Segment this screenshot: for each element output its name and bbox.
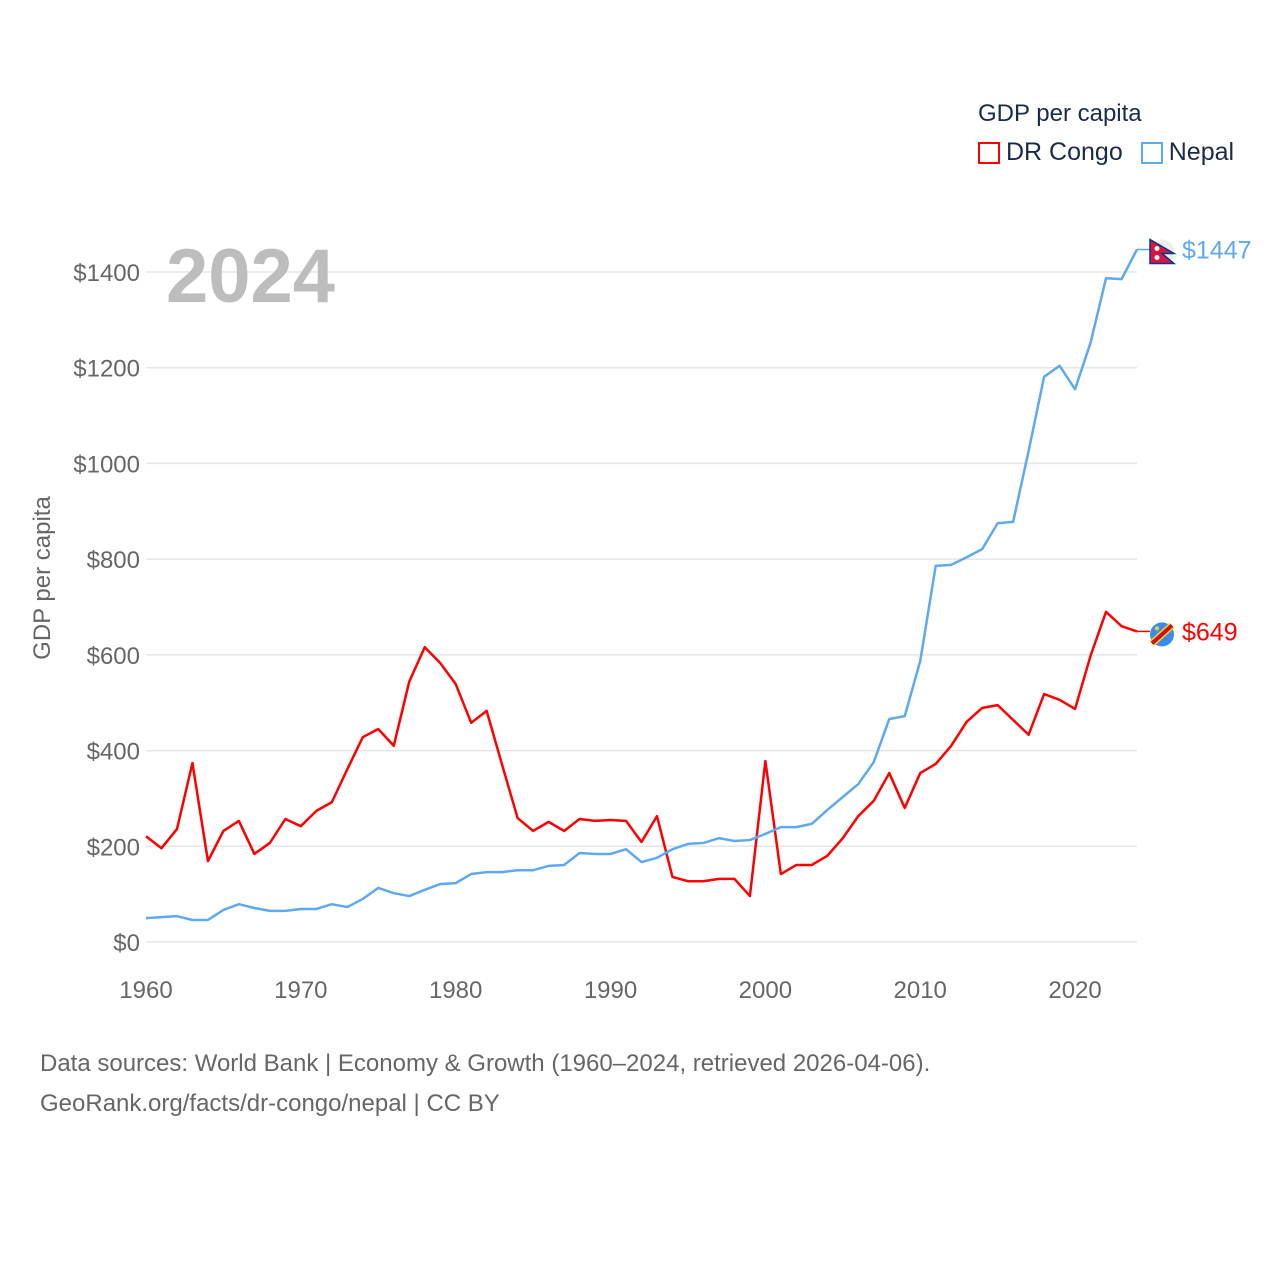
y-tick-label: $800 (87, 547, 140, 574)
y-axis-label: GDP per capita (29, 496, 56, 660)
y-tick-label: $200 (87, 834, 140, 861)
x-tick-label: 2010 (894, 977, 947, 1004)
end-value-label: $649 (1182, 618, 1238, 646)
x-tick-label: 2000 (739, 977, 792, 1004)
x-tick-label: 2020 (1048, 977, 1101, 1004)
flag-moon (1154, 246, 1160, 252)
legend-swatch (978, 141, 1000, 164)
nepal-flag-icon (1149, 238, 1177, 265)
data-sources: Data sources: World Bank | Economy & Gro… (40, 1050, 931, 1077)
footer: Data sources: World Bank | Economy & Gro… (40, 1044, 930, 1124)
flag-star (1155, 626, 1159, 631)
legend-swatch (1140, 141, 1163, 164)
x-tick-label: 1960 (119, 977, 172, 1004)
series-line-nepal (145, 248, 1139, 922)
y-tick-label: $400 (87, 739, 140, 766)
flag-sun (1154, 255, 1160, 261)
y-tick-label: $1400 (73, 260, 140, 287)
end-labels: $649 $1447 (1137, 237, 1252, 647)
legend-item-dr-congo[interactable]: DR Congo (978, 138, 1123, 167)
legend-label: Nepal (1168, 138, 1235, 166)
source-link[interactable]: GeoRank.org/facts/dr-congo/nepal | CC BY (40, 1090, 500, 1117)
y-tick-label: $0 (113, 930, 140, 957)
dr-congo-flag-icon (1149, 622, 1175, 647)
y-tick-label: $1000 (73, 451, 140, 478)
year-watermark: 2024 (166, 234, 335, 319)
series-lines (145, 248, 1139, 922)
series-line-dr-congo (145, 610, 1138, 898)
gridlines (146, 271, 1137, 943)
legend: GDP per capita DR Congo Nepal (978, 100, 1234, 167)
flag-stripe (1150, 623, 1174, 645)
x-tick-label: 1970 (274, 977, 327, 1004)
legend-title: GDP per capita (978, 100, 1142, 127)
x-tick-label: 1990 (584, 977, 637, 1004)
y-tick-label: $1200 (73, 356, 140, 383)
x-tick-label: 1980 (429, 977, 482, 1004)
x-axis: 1960 1970 1980 1990 2000 2010 2020 (119, 977, 1101, 1004)
y-axis: $0 $200 $400 $600 $800 $1000 $1200 $1400 (73, 260, 140, 957)
legend-item-nepal[interactable]: Nepal (1140, 138, 1235, 167)
end-value-label: $1447 (1182, 237, 1252, 265)
y-tick-label: $600 (87, 643, 140, 670)
legend-label: DR Congo (1006, 138, 1123, 166)
